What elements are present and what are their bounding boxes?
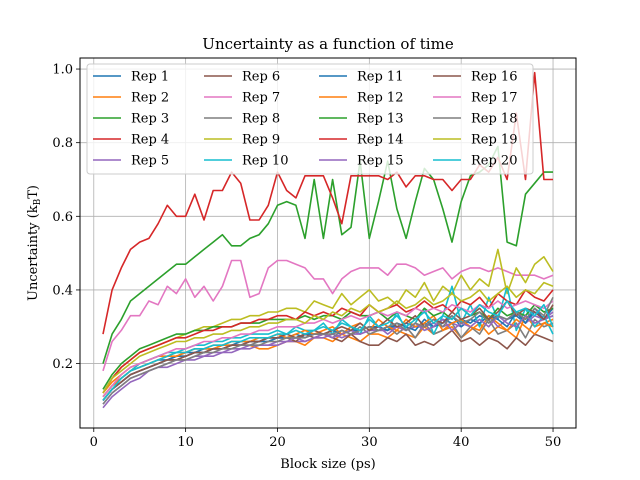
y-tick-label: 0.6 xyxy=(52,210,73,225)
series-line-rep-13 xyxy=(102,303,554,390)
series-line-rep-10 xyxy=(102,285,554,398)
legend-label-rep-2: Rep 2 xyxy=(131,91,169,106)
legend-label-rep-8: Rep 8 xyxy=(242,112,280,127)
legend-label-rep-13: Rep 13 xyxy=(357,112,403,127)
legend-label-rep-15: Rep 15 xyxy=(357,154,403,169)
y-tick-label: 0.4 xyxy=(52,283,73,298)
x-tick-label: 0 xyxy=(90,435,98,450)
legend-label-rep-3: Rep 3 xyxy=(131,112,169,127)
legend-label-rep-9: Rep 9 xyxy=(242,133,280,148)
x-tick-label: 10 xyxy=(177,435,194,450)
legend-label-rep-12: Rep 12 xyxy=(357,91,403,106)
series-line-rep-14 xyxy=(102,289,554,394)
legend-label-rep-6: Rep 6 xyxy=(242,70,280,85)
y-axis-ticks: 0.2 0.4 0.6 0.8 1.0 xyxy=(52,63,80,372)
series-line-rep-19 xyxy=(102,281,554,394)
x-axis-ticks: 0 10 20 30 40 50 xyxy=(90,428,562,450)
x-tick-label: 20 xyxy=(269,435,286,450)
legend-label-rep-19: Rep 19 xyxy=(471,133,517,148)
legend-label-rep-7: Rep 7 xyxy=(242,91,280,106)
legend: Rep 1 Rep 2 Rep 3 Rep 4 Rep 5 Rep 6 Rep 7 Rep 8… xyxy=(86,63,534,175)
x-tick-label: 30 xyxy=(361,435,378,450)
y-tick-label: 1.0 xyxy=(52,63,73,78)
legend-label-rep-14: Rep 14 xyxy=(357,133,403,148)
series-line-rep-18 xyxy=(102,296,554,405)
chart-title: Uncertainty as a function of time xyxy=(202,35,454,53)
legend-label-rep-20: Rep 20 xyxy=(471,154,517,169)
legend-label-rep-4: Rep 4 xyxy=(131,133,169,148)
x-axis-label: Block size (ps) xyxy=(280,457,375,472)
legend-label-rep-11: Rep 11 xyxy=(357,70,403,85)
legend-label-rep-17: Rep 17 xyxy=(471,91,517,106)
legend-label-rep-18: Rep 18 xyxy=(471,112,517,127)
legend-label-rep-1: Rep 1 xyxy=(131,70,169,85)
y-axis-label: Uncertainty (kBT) xyxy=(26,185,43,301)
x-tick-label: 40 xyxy=(453,435,470,450)
y-tick-label: 0.8 xyxy=(52,136,73,151)
y-tick-label: 0.2 xyxy=(52,357,73,372)
series-line-rep-20 xyxy=(102,300,554,401)
legend-label-rep-10: Rep 10 xyxy=(242,154,288,169)
series-line-rep-7 xyxy=(102,259,554,372)
x-tick-label: 50 xyxy=(545,435,562,450)
legend-label-rep-16: Rep 16 xyxy=(471,70,517,85)
legend-label-rep-5: Rep 5 xyxy=(131,154,169,169)
plot-frame xyxy=(79,57,577,429)
legend-box xyxy=(86,63,534,175)
